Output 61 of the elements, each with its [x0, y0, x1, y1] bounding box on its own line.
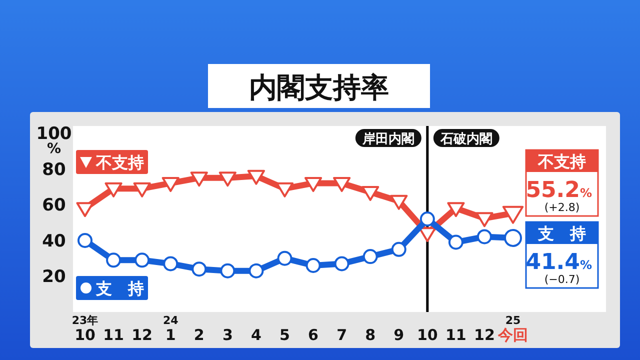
point	[391, 242, 406, 257]
point	[334, 256, 350, 272]
x-tick-label: 25 今回	[497, 314, 528, 344]
text: (−0.7)	[544, 273, 580, 286]
point	[247, 170, 265, 185]
point	[476, 229, 492, 244]
x-tick-label: 11	[445, 326, 466, 344]
point	[162, 177, 180, 192]
text: 支 持	[538, 224, 586, 243]
point	[304, 177, 322, 192]
x-tick-label: 8	[365, 326, 376, 344]
point	[104, 182, 122, 198]
point	[306, 258, 321, 273]
text: (+2.8)	[544, 201, 580, 214]
ref-line-label: 岸田内閣	[361, 132, 414, 147]
point	[190, 172, 208, 187]
point	[78, 232, 92, 248]
x-tick-label: 12	[132, 326, 153, 344]
point	[420, 212, 435, 226]
point	[390, 194, 408, 210]
point	[248, 263, 264, 278]
point	[448, 234, 464, 250]
x-tick-label: 7	[336, 326, 348, 344]
point	[362, 249, 378, 264]
point	[333, 177, 351, 192]
point	[106, 252, 122, 268]
y-tick-label: 100 %	[36, 124, 72, 158]
data-label: 55.2%	[526, 178, 592, 203]
x-tick-label: 3	[222, 326, 233, 344]
x-tick-label: 4	[250, 326, 262, 344]
x-tick-label: 2	[194, 326, 204, 344]
x-tick-label: 11	[103, 326, 124, 344]
point	[133, 182, 151, 198]
chart-title: 内閣支持率	[249, 71, 389, 104]
point	[218, 172, 236, 187]
point	[362, 186, 380, 201]
point	[192, 262, 207, 277]
point	[418, 227, 436, 242]
annotation: 石破内閣	[439, 132, 492, 147]
x-tick-label: 12	[474, 326, 495, 344]
x-tick-label: 6	[308, 326, 318, 344]
x-tick-label: 23年 10	[72, 314, 98, 344]
point	[134, 252, 150, 268]
x-tick-label: 10	[416, 326, 438, 344]
y-tick-label: 60	[42, 196, 66, 216]
text: 不支持	[538, 152, 586, 171]
x-tick-label: 5	[280, 326, 290, 344]
series-label: 支 持	[95, 279, 144, 298]
x-tick-label: 9	[394, 326, 404, 344]
y-tick-label: 40	[42, 231, 66, 252]
x-tick-label: 24 1	[162, 314, 179, 344]
y-tick-label: 80	[42, 160, 66, 180]
point	[276, 182, 294, 198]
point	[163, 256, 178, 272]
data-label: 41.4%	[526, 250, 592, 275]
series-label: 不支持	[95, 153, 144, 172]
point	[447, 202, 465, 218]
point	[277, 250, 292, 266]
point	[220, 263, 236, 278]
point	[476, 212, 494, 228]
y-tick-label: 20	[42, 267, 66, 288]
